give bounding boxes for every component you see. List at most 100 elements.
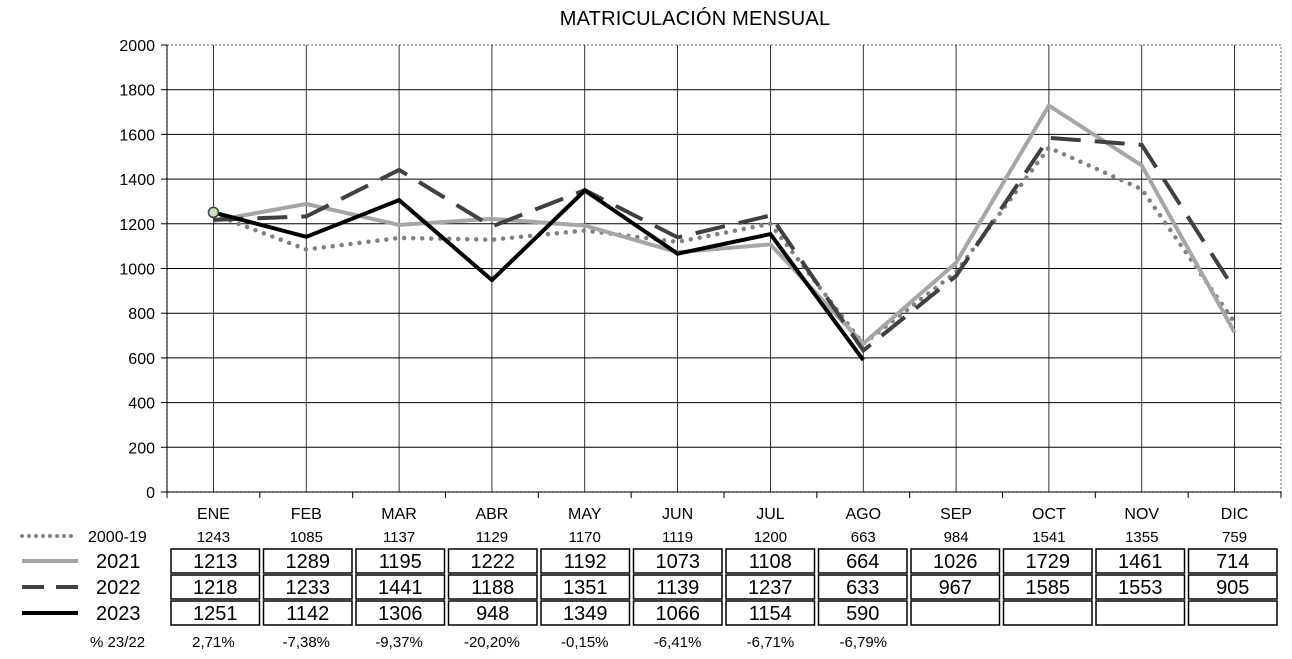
table-cell-2021: 1729 — [1026, 551, 1071, 573]
table-cell-2023: 948 — [476, 603, 509, 625]
pct-cell: -6,79% — [839, 634, 887, 651]
pct-cell: -0,15% — [561, 634, 609, 651]
series-line-2022 — [213, 135, 1237, 354]
y-tick-label: 200 — [128, 440, 155, 457]
table-cell-2023: 1154 — [749, 603, 792, 625]
table-cell-2022: 1233 — [286, 577, 331, 599]
table-cell-2022: 1585 — [1026, 577, 1071, 599]
table-cell-2021: 714 — [1216, 551, 1249, 573]
y-tick-label: 400 — [128, 396, 155, 413]
table-cell-2022: 967 — [939, 577, 972, 599]
table-cell-2022: 905 — [1216, 577, 1249, 599]
table-cell-2021: 1461 — [1118, 551, 1163, 573]
x-tick-label: AGO — [845, 506, 881, 523]
table-cell-box-2021 — [447, 548, 538, 574]
table-cell-2022: 1139 — [656, 577, 699, 599]
table-cell-2022: 1553 — [1118, 577, 1163, 599]
table-cell-2023: 1251 — [193, 603, 238, 625]
table-cell-box-2023 — [170, 600, 261, 626]
table-cell-2000-19: 1243 — [197, 529, 230, 546]
table-cell-box-2023 — [725, 600, 816, 626]
table-cell-box-2023 — [540, 600, 631, 626]
table-cell-box-2021 — [170, 548, 261, 574]
x-tick-label: JUN — [662, 506, 693, 523]
y-tick-label: 1800 — [119, 83, 155, 100]
x-tick-label: ENE — [197, 506, 230, 523]
table-cell-2022: 1237 — [748, 577, 793, 599]
table-cell-box-2021 — [1095, 548, 1186, 574]
x-tick-label: NOV — [1124, 506, 1159, 523]
table-cell-2023: 1142 — [286, 603, 329, 625]
table-cell-2023: 1066 — [656, 603, 701, 625]
y-tick-label: 1200 — [119, 217, 155, 234]
table-cell-box-2021 — [632, 548, 723, 574]
table-cell-box-2022 — [817, 574, 908, 600]
legend-label-2021: 2021 — [96, 551, 141, 573]
pct-cell: -6,41% — [654, 634, 702, 651]
pct-cell: -7,38% — [282, 634, 330, 651]
table-cell-box-2023 — [817, 600, 908, 626]
table-cell-2021: 1222 — [471, 551, 516, 573]
table-cell-box-2021 — [725, 548, 816, 574]
table-cell-2021: 1108 — [749, 551, 792, 573]
table-cell-box-2023 — [355, 600, 446, 626]
x-tick-label: SEP — [940, 506, 972, 523]
y-tick-label: 2000 — [119, 38, 155, 55]
x-tick-label: MAR — [381, 506, 417, 523]
table-cell-box-2022 — [1002, 574, 1093, 600]
pct-cell: 2,71% — [192, 634, 235, 651]
table-cell-2022: 633 — [846, 577, 879, 599]
pct-cell: -6,71% — [747, 634, 795, 651]
table-cell-box-2022 — [725, 574, 816, 600]
table-cell-2022: 1441 — [378, 577, 423, 599]
table-cell-box-2022 — [910, 574, 1001, 600]
x-tick-label: DIC — [1221, 506, 1249, 523]
table-cell-box-2022 — [262, 574, 353, 600]
pct-cell: -20,20% — [464, 634, 520, 651]
table-cell-box-2022 — [632, 574, 723, 600]
table-cell-box-2023 — [447, 600, 538, 626]
table-cell-2000-19: 1137 — [383, 529, 415, 546]
series-line-2023 — [212, 187, 865, 362]
table-cell-box-2023 — [262, 600, 353, 626]
table-cell-box-2022 — [1187, 574, 1278, 600]
table-cell-2000-19: 1355 — [1125, 529, 1158, 546]
y-tick-label: 0 — [146, 485, 155, 502]
table-cell-box-2021 — [262, 548, 353, 574]
table-cell-box-2022 — [540, 574, 631, 600]
table-cell-box-2023 — [1095, 600, 1186, 626]
y-tick-label: 1400 — [119, 172, 155, 189]
table-cell-box-2021 — [817, 548, 908, 574]
table-cell-2021: 1289 — [286, 551, 331, 573]
table-cell-box-2023 — [1002, 600, 1093, 626]
table-cell-2021: 1213 — [193, 551, 238, 573]
table-cell-box-2021 — [540, 548, 631, 574]
table-cell-2000-19: 663 — [851, 529, 876, 546]
table-cell-box-2023 — [1187, 600, 1278, 626]
legend-label-2000-19: 2000-19 — [88, 529, 147, 546]
x-tick-label: MAY — [568, 506, 602, 523]
x-tick-label: FEB — [291, 506, 322, 523]
table-cell-2022: 1351 — [563, 577, 608, 599]
table-cell-2000-19: 759 — [1222, 529, 1247, 546]
table-cell-2023: 1306 — [378, 603, 423, 625]
pct-row-label: % 23/22 — [90, 634, 145, 651]
x-tick-label: JUL — [756, 506, 785, 523]
y-tick-label: 800 — [128, 306, 155, 323]
table-cell-box-2021 — [1002, 548, 1093, 574]
table-cell-2021: 1192 — [564, 551, 607, 573]
x-tick-label: ABR — [475, 506, 508, 523]
chart-title: MATRICULACIÓN MENSUAL — [559, 8, 831, 30]
table-cell-2000-19: 1170 — [569, 529, 601, 546]
table-cell-2000-19: 1085 — [290, 529, 323, 546]
table-cell-box-2022 — [170, 574, 261, 600]
table-cell-box-2023 — [632, 600, 723, 626]
y-tick-label: 1600 — [119, 127, 155, 144]
legend-label-2023: 2023 — [96, 603, 141, 625]
y-tick-label: 1000 — [119, 262, 155, 279]
table-cell-2021: 664 — [846, 551, 879, 573]
table-cell-2021: 1195 — [379, 551, 422, 573]
table-cell-2000-19: 1541 — [1032, 529, 1065, 546]
data-point-marker — [207, 206, 220, 219]
